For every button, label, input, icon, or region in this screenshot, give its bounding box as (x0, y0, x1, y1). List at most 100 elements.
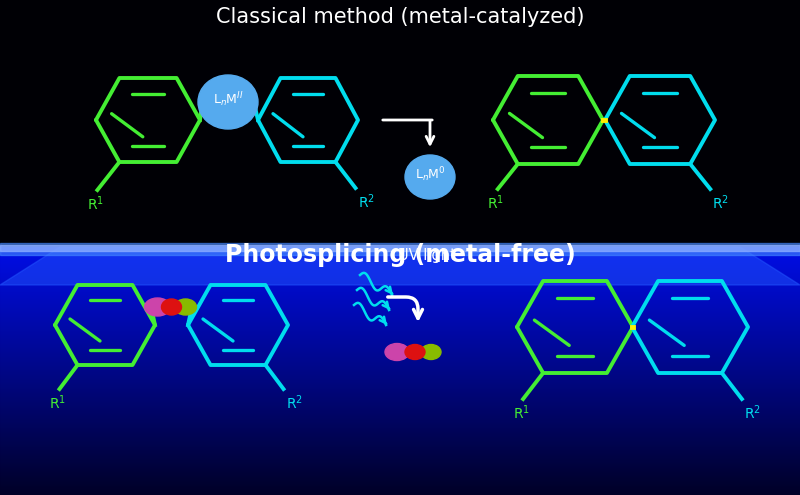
Bar (0, 356, 800, 357)
Bar (0, 462, 800, 463)
Text: Photosplicing (metal-free): Photosplicing (metal-free) (225, 243, 575, 267)
Bar (0, 480, 800, 481)
Bar (0, 395, 800, 396)
Bar (0, 281, 800, 282)
Bar (0, 279, 800, 280)
Bar (0, 465, 800, 466)
Bar (0, 437, 800, 438)
Bar (0, 243, 800, 255)
Bar (0, 469, 800, 470)
Bar (0, 305, 800, 306)
Bar (0, 271, 800, 272)
Bar (0, 471, 800, 472)
Bar (0, 306, 800, 307)
Bar (0, 427, 800, 428)
Bar (0, 360, 800, 361)
Bar (0, 346, 800, 347)
Bar (0, 405, 800, 406)
Bar (0, 485, 800, 486)
Bar (0, 429, 800, 430)
Bar (0, 430, 800, 431)
Bar (0, 449, 800, 450)
Bar (0, 308, 800, 309)
Bar (0, 297, 800, 298)
Bar (0, 303, 800, 304)
Bar (0, 302, 800, 303)
Bar (0, 276, 800, 277)
Text: L$_n$M$^{II}$: L$_n$M$^{II}$ (213, 91, 243, 109)
Bar (0, 268, 800, 269)
Bar (0, 410, 800, 411)
Bar (0, 286, 800, 287)
Bar (0, 328, 800, 329)
Bar (0, 249, 800, 250)
Text: R$^1$: R$^1$ (87, 194, 104, 212)
Bar (0, 291, 800, 292)
Bar (0, 468, 800, 469)
Bar (0, 416, 800, 417)
Text: UV light: UV light (398, 248, 456, 263)
Bar (0, 270, 800, 271)
Bar (0, 342, 800, 343)
Bar (0, 387, 800, 388)
Bar (0, 343, 800, 344)
Bar (0, 483, 800, 484)
Bar (0, 428, 800, 429)
Bar (0, 423, 800, 424)
Bar (0, 443, 800, 444)
Bar (0, 257, 800, 258)
Bar (0, 265, 800, 266)
Bar (0, 451, 800, 452)
Ellipse shape (145, 298, 170, 316)
Text: R$^2$: R$^2$ (286, 393, 302, 412)
Bar (0, 442, 800, 443)
Bar (0, 263, 800, 264)
Bar (0, 433, 800, 434)
Bar (0, 269, 800, 270)
Text: R$^2$: R$^2$ (358, 192, 374, 210)
Bar (0, 455, 800, 456)
Bar (0, 288, 800, 289)
Bar (0, 275, 800, 276)
Bar (0, 490, 800, 491)
Bar (0, 374, 800, 375)
Bar (0, 380, 800, 381)
Bar (0, 404, 800, 405)
Bar (0, 389, 800, 390)
Bar (0, 323, 800, 324)
Bar (0, 492, 800, 493)
Bar (0, 450, 800, 451)
Bar (0, 371, 800, 372)
Bar (0, 365, 800, 366)
Bar (0, 330, 800, 331)
Bar (0, 259, 800, 260)
Bar (0, 251, 800, 252)
Bar (0, 359, 800, 360)
Bar (0, 440, 800, 441)
Bar (0, 439, 800, 440)
Ellipse shape (174, 299, 197, 315)
Bar (0, 352, 800, 353)
Bar (0, 479, 800, 480)
Bar (0, 472, 800, 473)
Bar (0, 287, 800, 288)
Bar (0, 284, 800, 285)
Bar (0, 266, 800, 267)
Bar (0, 261, 800, 262)
Bar (0, 253, 800, 254)
Bar (0, 381, 800, 382)
Bar (0, 441, 800, 442)
Bar (0, 482, 800, 483)
Bar (0, 312, 800, 313)
Bar (0, 391, 800, 392)
Bar (0, 280, 800, 281)
Bar (0, 376, 800, 377)
Bar (0, 358, 800, 359)
Bar (0, 447, 800, 448)
Bar (0, 368, 800, 369)
Bar (0, 345, 800, 346)
Bar (0, 379, 800, 380)
Bar (0, 347, 800, 348)
Bar (0, 248, 800, 249)
Bar (0, 322, 800, 323)
